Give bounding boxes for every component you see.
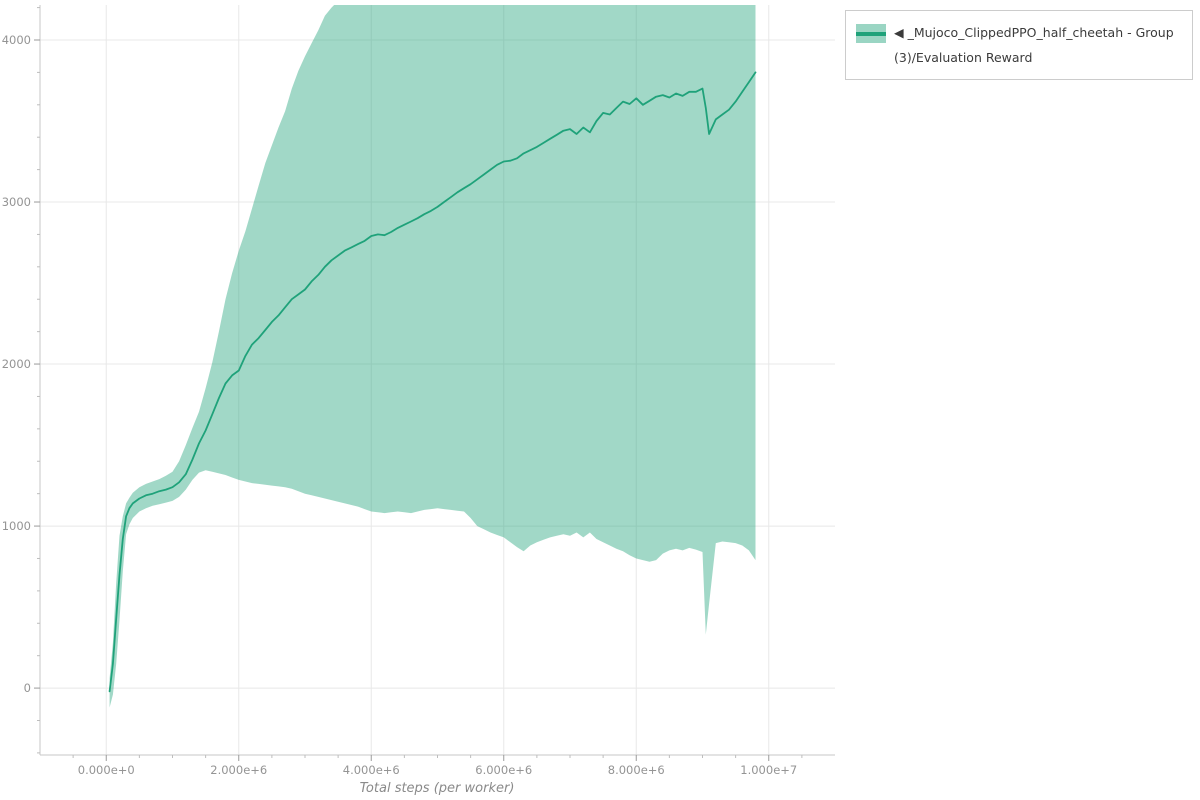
axes: 0.000e+0 2.000e+6 4.000e+6 6.000e+6 8.000e+6… xyxy=(2,5,835,777)
plot-area xyxy=(108,5,757,708)
x-tick-label: 1.000e+7 xyxy=(740,763,797,777)
legend-label: ◀ _Mujoco_ClippedPPO_half_cheetah - Grou… xyxy=(894,25,1174,65)
legend-line-icon xyxy=(856,32,886,36)
y-tick-label: 4000 xyxy=(2,33,31,47)
x-tick-label: 4.000e+6 xyxy=(343,763,400,777)
x-axis-title: Total steps (per worker) xyxy=(360,781,515,796)
mean-line xyxy=(108,71,757,693)
y-tick-label: 2000 xyxy=(2,357,31,371)
legend-band-line-swatch xyxy=(856,24,886,43)
x-tick-label: 6.000e+6 xyxy=(475,763,532,777)
y-tick-label: 0 xyxy=(24,681,31,695)
confidence-band xyxy=(109,5,756,708)
x-tick-label: 0.000e+0 xyxy=(78,763,135,777)
y-tick-label: 1000 xyxy=(2,519,31,533)
x-tick-label: 2.000e+6 xyxy=(210,763,267,777)
gridlines xyxy=(40,5,835,755)
y-tick-label: 3000 xyxy=(2,195,31,209)
x-tick-label: 8.000e+6 xyxy=(608,763,665,777)
legend-item[interactable]: ◀ _Mujoco_ClippedPPO_half_cheetah - Grou… xyxy=(845,10,1193,80)
